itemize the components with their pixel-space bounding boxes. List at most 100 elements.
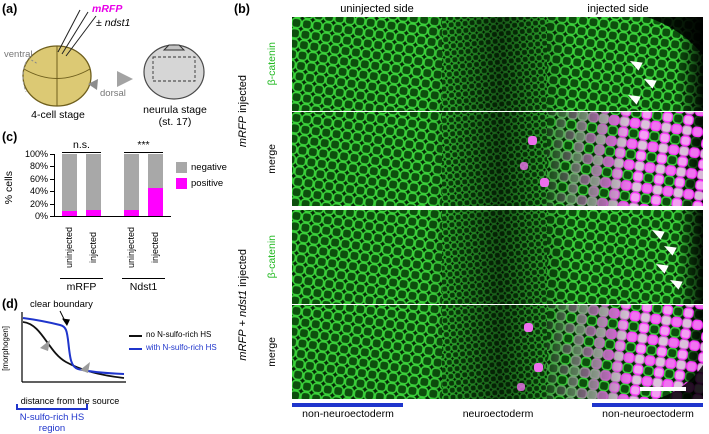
morphogen-gradient-plot (21, 310, 126, 383)
neurula-stage-number: (st. 17) (158, 116, 192, 128)
hs-region-label-line1: N-sulfo-rich HS (19, 412, 85, 423)
tick-mark (50, 179, 54, 180)
chart-x-axis (54, 216, 171, 217)
significance-stars: *** (137, 139, 150, 151)
magenta-cell (540, 178, 549, 187)
magenta-cell (520, 162, 528, 170)
distance-axis-title: distance from the source (20, 396, 120, 406)
magenta-cell (517, 383, 525, 391)
significance-bracket-2 (124, 152, 163, 153)
category-label: injected (88, 232, 98, 264)
ytick-20: 20% (29, 199, 48, 209)
image-mrfp-ndst1-bcatenin (292, 210, 703, 304)
plus-minus: ± (96, 17, 102, 29)
morphogen-axis-title: [morphogen] (1, 325, 10, 371)
group-label-mrfp: mRFP (66, 281, 97, 293)
panel-d-label: (d) (2, 297, 18, 311)
scale-bar (640, 387, 686, 391)
hs-region-bracket-tick-left (16, 404, 18, 410)
tick-mark (50, 204, 54, 205)
stage-transition-arrow (117, 71, 133, 87)
shift-arrow-2 (80, 362, 90, 373)
ventral-pointer-line (27, 57, 39, 65)
bar-negative (124, 154, 139, 210)
curve-with-hs (22, 317, 125, 375)
dorsal-arrow (88, 79, 98, 90)
region-bar-right (592, 403, 703, 407)
ndst1-gene: ndst1 (104, 17, 131, 29)
bar-negative (86, 154, 101, 210)
bar-negative (62, 154, 77, 212)
plus-text: + (236, 317, 249, 330)
category-label: uninjected (126, 227, 136, 269)
category-label: injected (150, 232, 160, 264)
ytick-0: 0% (34, 211, 48, 221)
group-label-mrfp-injected: mRFP injected (233, 17, 253, 206)
header-injected-side: injected side (587, 3, 649, 15)
ventral-label: ventral (4, 49, 33, 60)
panel-b-label: (b) (234, 2, 250, 16)
channel-label-merge-1: merge (265, 144, 278, 174)
ytick-100: 100% (24, 149, 48, 159)
image-mrfp-merge (292, 112, 703, 206)
bar-positive (62, 211, 77, 216)
neurula-embryo (143, 44, 205, 100)
bar-stack (148, 154, 163, 216)
bar-positive (124, 209, 139, 216)
mrfp-gene: mRFP (236, 116, 249, 148)
tick-mark (50, 154, 54, 155)
injected-text: injected (236, 75, 249, 117)
mrfp-injection-label: mRFP (92, 3, 123, 15)
neurula-stage-label: neurula stage (143, 104, 207, 116)
region-label-right: non-neuroectoderm (602, 408, 694, 420)
bar-positive (86, 209, 101, 216)
injected-text: injected (236, 249, 249, 291)
header-uninjected-side: uninjected side (340, 3, 414, 15)
bar-positive (148, 188, 163, 216)
legend-label-positive: positive (191, 178, 224, 189)
region-bar-left (292, 403, 403, 407)
panel-c-label: (c) (2, 130, 18, 144)
mrfp-gene: mRFP (236, 329, 249, 361)
injection-needles (57, 9, 97, 57)
tick-mark (50, 166, 54, 167)
image-mrfp-ndst1-merge (292, 305, 703, 399)
category-label: uninjected (64, 227, 74, 269)
shift-arrow-1 (40, 340, 50, 351)
legend-swatch-positive (176, 178, 187, 189)
significance-ns: n.s. (73, 139, 90, 151)
four-cell-stage-label: 4-cell stage (31, 109, 85, 121)
channel-label-merge-2: merge (265, 337, 278, 367)
legend-label-negative: negative (191, 162, 227, 173)
group-line-mrfp (60, 278, 103, 279)
ytick-60: 60% (29, 174, 48, 184)
four-cell-embryo (22, 45, 92, 107)
bar-stack (86, 154, 101, 216)
image-mrfp-bcatenin (292, 17, 703, 111)
channel-label-bcatenin-2: β-catenin (265, 235, 278, 279)
magenta-cell (528, 136, 537, 145)
region-label-mid: neuroectoderm (462, 408, 534, 420)
tick-mark (50, 191, 54, 192)
group-label-ndst1: Ndst1 (129, 281, 158, 293)
magenta-cell (534, 363, 543, 372)
ndst1-injection-label: ± ndst1 (96, 17, 130, 29)
group-label-mrfp-ndst1-injected: mRFP + ndst1 injected (233, 210, 253, 400)
legend-label-with-hs: with N-sulfo-rich HS (146, 343, 217, 352)
significance-bracket-1 (62, 152, 101, 153)
channel-label-bcatenin-1: β-catenin (265, 42, 278, 86)
hs-region-label-line2: region (38, 423, 66, 434)
boundary-arrowhead (62, 318, 70, 326)
magenta-cell (524, 323, 533, 332)
legend-line-with-hs (129, 348, 142, 350)
ytick-40: 40% (29, 186, 48, 196)
chart-y-axis (54, 154, 55, 217)
ytick-80: 80% (29, 161, 48, 171)
group-line-ndst1 (122, 278, 165, 279)
curve-no-hs (22, 321, 125, 379)
panel-a-label: (a) (2, 2, 18, 16)
bar-stack (62, 154, 77, 216)
legend-line-no-hs (129, 335, 142, 337)
chart-y-axis-title: % cells (2, 171, 15, 205)
